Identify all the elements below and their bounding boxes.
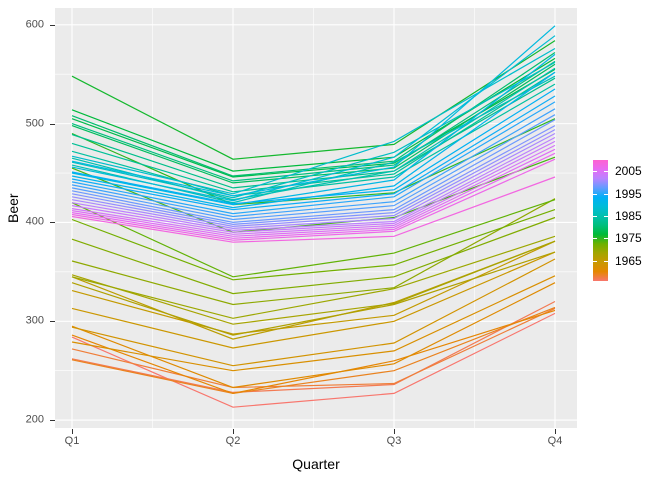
legend-tick-mark [604, 193, 608, 195]
y-tick-label: 300 [25, 314, 44, 327]
series-line-2002 [71, 136, 556, 232]
legend-tick-mark [593, 260, 597, 262]
series-line-1991 [71, 53, 556, 206]
series-line-2003 [71, 140, 556, 233]
legend-tick-mark [604, 238, 608, 240]
series-line-1999 [71, 125, 556, 226]
series-line-2004 [71, 144, 556, 235]
y-tick-mark [49, 123, 55, 125]
x-tick-label: Q2 [225, 435, 241, 447]
y-tick-label: 600 [25, 18, 44, 31]
x-tick-label: Q4 [547, 435, 563, 447]
series-line-1963 [71, 258, 556, 367]
series-line-1956 [71, 312, 556, 408]
series-line-1984 [71, 83, 556, 197]
series-line-1995 [71, 101, 556, 215]
legend-label: 1975 [615, 231, 642, 246]
legend-colorbar [593, 160, 608, 281]
x-tick-mark [394, 428, 395, 434]
y-tick-mark [49, 420, 55, 422]
series-line-1958 [71, 307, 556, 389]
series-line-1962 [71, 275, 556, 372]
series-line-1967 [71, 251, 556, 336]
legend-tick-mark [593, 238, 597, 240]
series-line-1969 [71, 235, 556, 319]
series-line-1990 [71, 25, 556, 197]
x-tick-label: Q3 [386, 435, 402, 447]
legend-tick-mark [604, 260, 608, 262]
series-line-2000 [71, 129, 556, 228]
series-line-1981 [71, 60, 556, 182]
series-line-1987 [71, 61, 556, 199]
series-line-2007 [71, 158, 556, 241]
series-line-1960 [71, 309, 556, 395]
legend-label: 1995 [615, 186, 642, 201]
series-line-1976 [71, 40, 556, 160]
series-line-1957 [71, 300, 556, 394]
series-line-2006 [71, 152, 556, 239]
legend-tick-mark [593, 171, 597, 173]
y-tick-mark [49, 24, 55, 26]
x-tick-mark [72, 428, 73, 434]
y-tick-mark [49, 222, 55, 224]
series-line-1971 [71, 216, 556, 295]
x-tick-mark [233, 428, 234, 434]
legend-label: 1965 [615, 253, 642, 268]
x-axis-title: Quarter [292, 456, 340, 472]
legend-tick-mark [604, 216, 608, 218]
series-line-2008 [71, 176, 556, 243]
legend-tick-mark [604, 171, 608, 173]
series-line-1996 [71, 108, 556, 218]
x-tick-mark [555, 428, 556, 434]
series-line-1970 [71, 198, 556, 306]
legend-label: 1985 [615, 209, 642, 224]
legend-tick-mark [593, 216, 597, 218]
series-line-1959 [71, 306, 556, 395]
y-tick-mark [49, 321, 55, 323]
legend-label: 2005 [615, 164, 642, 179]
legend-tick-mark [593, 193, 597, 195]
y-tick-label: 200 [25, 413, 44, 426]
series-line-1988 [71, 47, 556, 195]
series-line-1968 [71, 240, 556, 325]
plot-panel [55, 8, 577, 428]
series-line-2001 [71, 132, 556, 230]
series-line-1997 [71, 114, 556, 221]
y-tick-label: 500 [25, 117, 44, 130]
x-tick-label: Q1 [64, 435, 80, 447]
series-line-1973 [71, 199, 556, 278]
series-line-1993 [71, 88, 556, 205]
series-line-1972 [71, 209, 556, 281]
plot-lines-svg [55, 8, 577, 428]
series-line-1964 [71, 251, 556, 349]
series-line-2005 [71, 148, 556, 237]
y-tick-label: 400 [25, 215, 44, 228]
series-line-1994 [71, 95, 556, 211]
series-line-1998 [71, 119, 556, 224]
